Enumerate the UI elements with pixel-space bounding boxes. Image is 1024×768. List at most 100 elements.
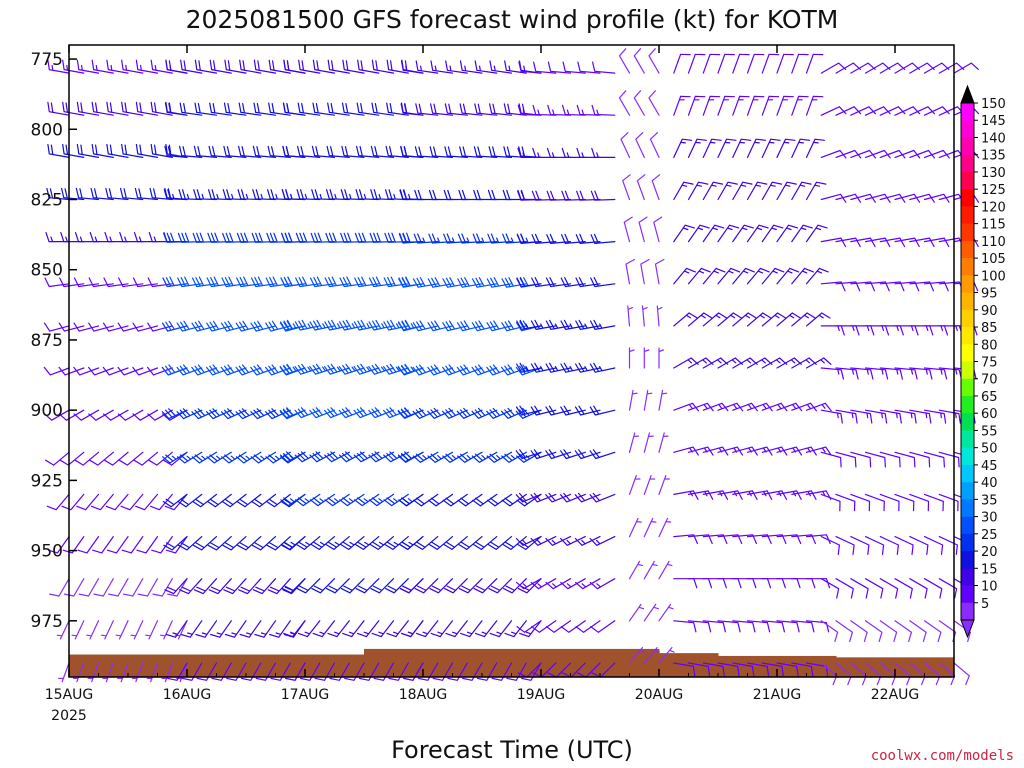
wind-barb [371,59,395,74]
colorbar-label: 110 [981,235,1006,250]
wind-barb [791,267,814,285]
wind-barb [401,620,424,638]
wind-barb [355,578,380,594]
wind-barb [208,145,232,158]
colorbar-swatch [961,137,974,155]
wind-barb [178,189,203,201]
colorbar-label: 25 [981,528,998,543]
wind-barb [281,189,306,201]
wind-barb [472,536,498,550]
wind-barb [180,59,203,74]
colorbar-label: 65 [981,390,998,405]
wind-barb [835,451,857,468]
wind-barb [412,407,439,419]
wind-barb [412,277,439,288]
wind-barb [223,145,247,158]
wind-barb [102,322,129,332]
wind-barb [412,364,439,376]
wind-barb [591,104,616,116]
wind-barb [761,95,780,116]
wind-barb [628,560,643,580]
colorbar-label: 40 [981,476,998,491]
wind-barb [386,102,409,116]
wind-barb [850,493,871,512]
wind-barb [805,181,827,201]
wind-barb [88,366,114,376]
x-axis: 15AUG 16AUG 17AUG 18AUG 19AUG 20AUG 21AUG 22AUG [45,45,925,703]
wind-barb [164,102,188,116]
wind-barb [486,320,513,332]
wind-barb [443,233,468,244]
wind-barb [820,237,847,248]
wind-barb [732,662,755,677]
wind-barb [458,536,483,550]
wind-barb [850,149,876,159]
wind-barb [625,258,635,285]
wind-barb [864,409,888,424]
wind-barb [761,620,785,633]
wind-barb [222,232,247,243]
wind-barb [501,364,527,376]
wind-barb [267,145,291,158]
wind-barb [341,145,365,158]
wind-barb [309,276,336,288]
wind-barb [385,145,409,158]
wind-barb [101,620,114,640]
wind-barb [427,277,454,288]
wind-barb [456,320,483,332]
wind-barb [415,620,439,638]
colorbar-swatch [961,189,974,207]
wind-barb [850,106,876,116]
wind-barb [820,106,847,116]
wind-barb [687,402,714,412]
wind-barb [702,95,721,116]
wind-barb [165,620,188,638]
wind-barb [761,181,783,201]
wind-barb [746,267,770,285]
wind-barb [923,106,950,116]
wind-barb [589,492,616,503]
wind-barb [265,276,291,288]
wind-barb [353,407,380,419]
wind-barb [338,451,365,463]
wind-barb [414,578,439,594]
wind-barb [47,59,70,74]
wind-barb [250,276,277,288]
wind-barb [717,578,742,589]
wind-barb [628,389,638,411]
wind-barb [281,232,306,243]
wind-barb [835,149,862,159]
wind-barb [746,578,772,589]
colorbar-label: 100 [981,269,1006,284]
wind-barb [518,146,542,158]
wind-barb [732,181,753,201]
wind-barb [545,536,572,546]
wind-barb [673,490,699,500]
colorbar-label: 30 [981,511,998,526]
wind-barb [56,620,70,640]
wind-barb [354,276,380,288]
wind-barb [687,578,713,589]
colorbar-label: 115 [981,218,1006,233]
wind-barb [501,277,527,288]
wind-barb [658,517,672,538]
wind-barb [953,62,979,74]
wind-barb [192,232,218,243]
wind-barb [400,103,424,116]
wind-barb [791,53,809,74]
wind-barb [643,389,653,411]
wind-barb [909,106,935,116]
wind-barb [702,267,726,285]
wind-barb [253,59,277,74]
wind-barb [444,103,468,116]
wind-barb [702,578,727,589]
wind-barb [545,449,572,460]
wind-barb [59,451,85,466]
wind-barb [938,620,957,642]
wind-barb [820,451,842,468]
wind-barb [251,536,277,551]
wind-barb [294,319,321,331]
terrain-block [836,657,955,677]
wind-barb [342,59,365,74]
